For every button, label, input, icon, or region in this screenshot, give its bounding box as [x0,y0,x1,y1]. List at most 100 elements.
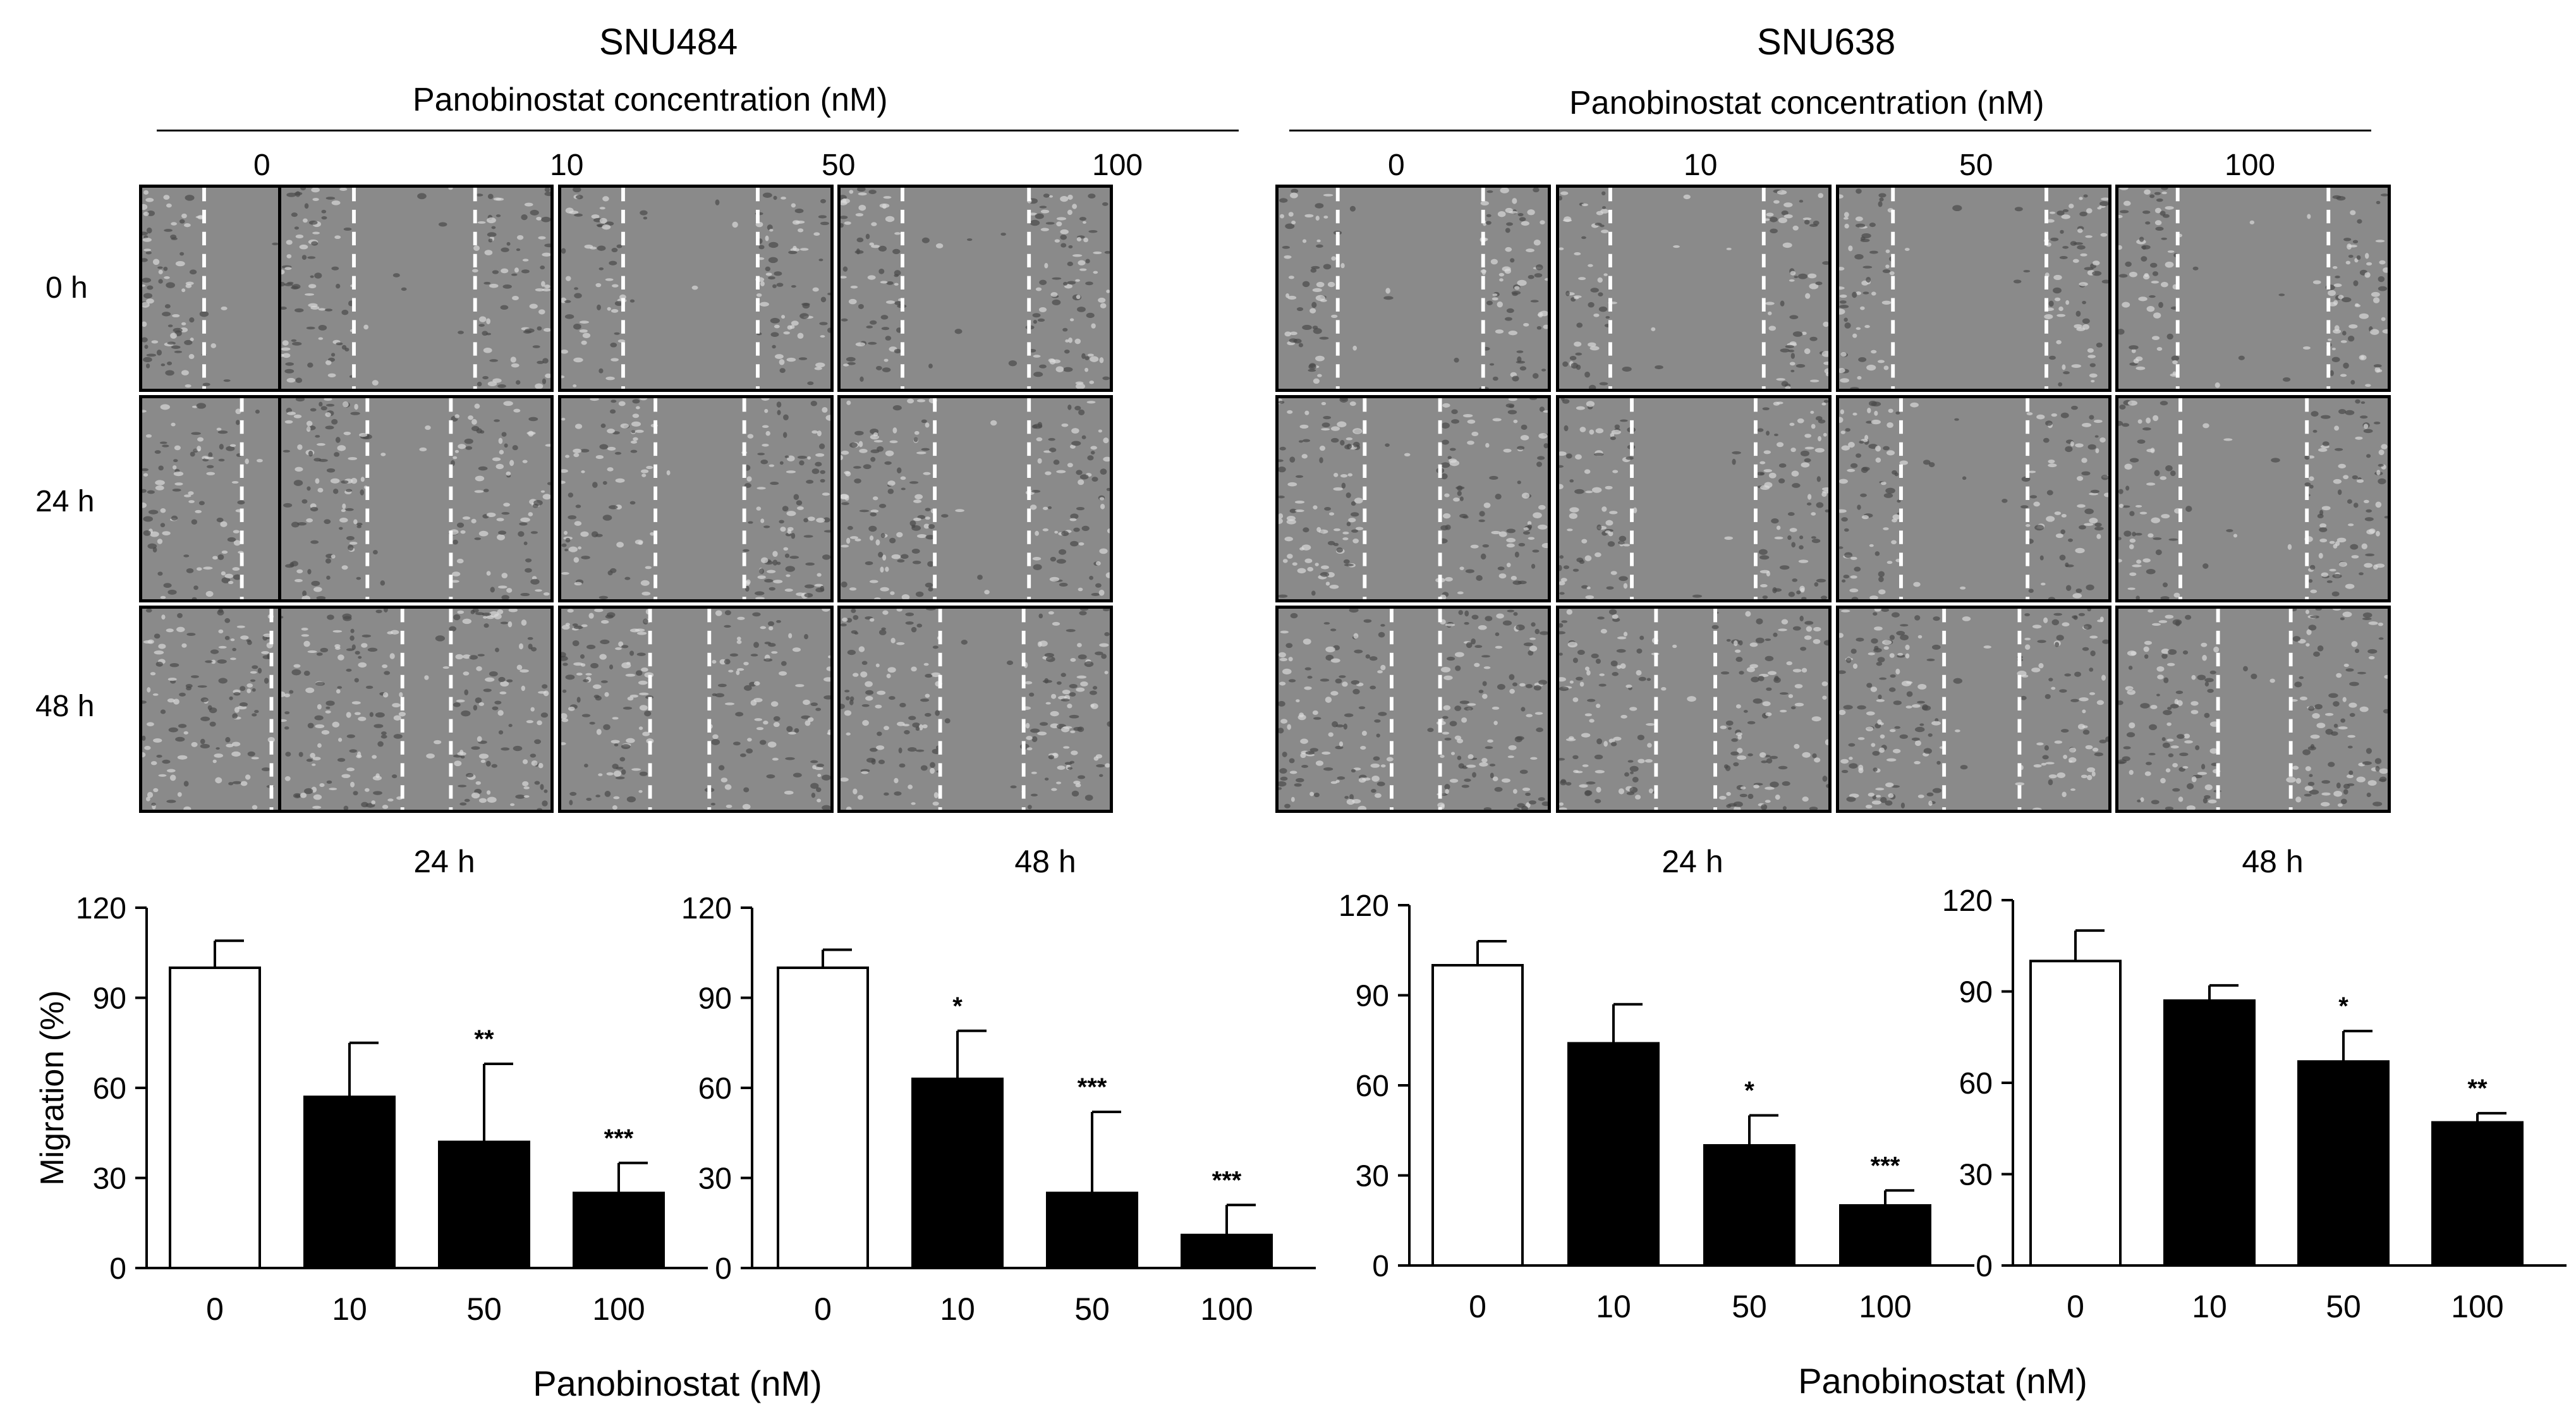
x-tick-label: 0 [2067,1289,2084,1324]
x-tick-label: 10 [1596,1289,1631,1324]
concentration-header-snu484: Panobinostat concentration (nM) [413,82,888,118]
col-label: 100 [1092,149,1143,182]
significance-marker: ** [2467,1075,2488,1102]
col-label: 50 [1959,149,1993,182]
y-tick-label: 60 [93,1072,126,1106]
y-tick-label: 90 [1356,980,1389,1013]
chart-title: 24 h [413,844,475,879]
y-tick-label: 120 [1942,884,1993,918]
bar [573,1192,665,1269]
x-tick-label: 50 [2326,1289,2361,1324]
cell-line-title-snu484: SNU484 [599,21,738,63]
x-tick-label: 50 [1732,1289,1767,1324]
x-tick-label: 100 [2451,1289,2503,1324]
micrograph-tile [558,185,834,392]
bar [169,967,261,1269]
x-tick-label: 10 [2192,1289,2227,1324]
micrograph-tile [1836,185,2111,392]
significance-marker: * [2338,992,2348,1020]
x-axis-label: Panobinostat (nM) [533,1363,822,1403]
micrograph-tile [1556,395,1832,602]
micrograph-tile [558,606,834,813]
y-tick-label: 0 [1976,1250,1993,1283]
cell-line-title-snu638: SNU638 [1757,21,1896,63]
micrograph-tile [1556,606,1832,813]
header-rule-snu484 [157,130,1239,131]
micrograph-tile [837,606,1113,813]
y-tick-label: 0 [1372,1250,1389,1283]
x-tick-label: 50 [466,1291,502,1327]
y-tick-label: 30 [93,1162,126,1196]
bar [2431,1121,2524,1267]
micrograph-tile [1275,185,1551,392]
bar [911,1077,1004,1269]
micrograph-tile [837,395,1113,602]
y-tick-label: 120 [1339,889,1389,923]
y-tick-label: 30 [1959,1159,1993,1192]
micrograph-tile [278,185,554,392]
y-tick-label: 60 [698,1072,732,1106]
y-tick-label: 0 [715,1252,732,1286]
bar [2297,1060,2390,1267]
micrograph-tile [278,395,554,602]
x-tick-label: 0 [206,1291,224,1327]
micrograph-tile [1275,606,1551,813]
micrograph-tile [1275,395,1551,602]
bar [1703,1144,1795,1267]
x-tick-label: 10 [940,1291,975,1327]
bar [2029,960,2122,1267]
micrograph-tile [2115,606,2391,813]
x-tick-label: 100 [1859,1289,1911,1324]
chart-title: 48 h [2242,844,2303,879]
micrograph-tile [1556,185,1832,392]
significance-marker: *** [1078,1073,1107,1101]
micrograph-tile [2115,185,2391,392]
significance-marker: * [1744,1077,1754,1105]
chart-title: 48 h [1014,844,1076,879]
y-tick-label: 120 [76,892,126,925]
bar [303,1095,396,1269]
y-tick-label: 0 [109,1252,126,1286]
significance-marker: *** [1871,1152,1900,1180]
col-label: 10 [550,149,584,182]
y-tick-label: 30 [698,1162,732,1196]
micrograph-tile [1836,606,2111,813]
y-tick-label: 90 [1959,976,1993,1009]
x-tick-label: 0 [814,1291,832,1327]
y-tick-label: 90 [93,982,126,1016]
col-label: 50 [822,149,856,182]
micrograph-tile [2115,395,2391,602]
chart-title: 24 h [1662,844,1723,879]
x-tick-label: 10 [332,1291,367,1327]
x-axis-label: Panobinostat (nM) [1798,1361,2087,1401]
x-tick-label: 50 [1074,1291,1110,1327]
significance-marker: *** [1212,1166,1242,1194]
row-label: 48 h [35,690,95,723]
micrograph-tile [837,185,1113,392]
micrograph-tile [558,395,834,602]
bar [1431,964,1524,1267]
y-tick-label: 60 [1356,1070,1389,1103]
row-label: 24 h [35,485,95,518]
micrograph-tile [278,606,554,813]
bar [777,967,869,1269]
y-axis-label: Migration (%) [34,990,71,1185]
col-label: 0 [1388,149,1405,182]
x-tick-label: 100 [1200,1291,1253,1327]
col-label: 100 [2225,149,2276,182]
bar [1839,1204,1931,1267]
bar [1181,1233,1273,1269]
significance-marker: * [952,992,963,1020]
y-tick-label: 60 [1959,1067,1993,1101]
bar [2163,999,2256,1267]
bar [1567,1042,1660,1267]
bar [438,1140,530,1269]
col-label: 0 [253,149,270,182]
significance-marker: ** [474,1025,494,1053]
y-tick-label: 120 [681,892,732,925]
header-rule-snu638 [1289,130,2371,131]
row-label: 0 h [46,271,88,305]
concentration-header-snu638: Panobinostat concentration (nM) [1569,85,2044,121]
x-tick-label: 0 [1469,1289,1486,1324]
